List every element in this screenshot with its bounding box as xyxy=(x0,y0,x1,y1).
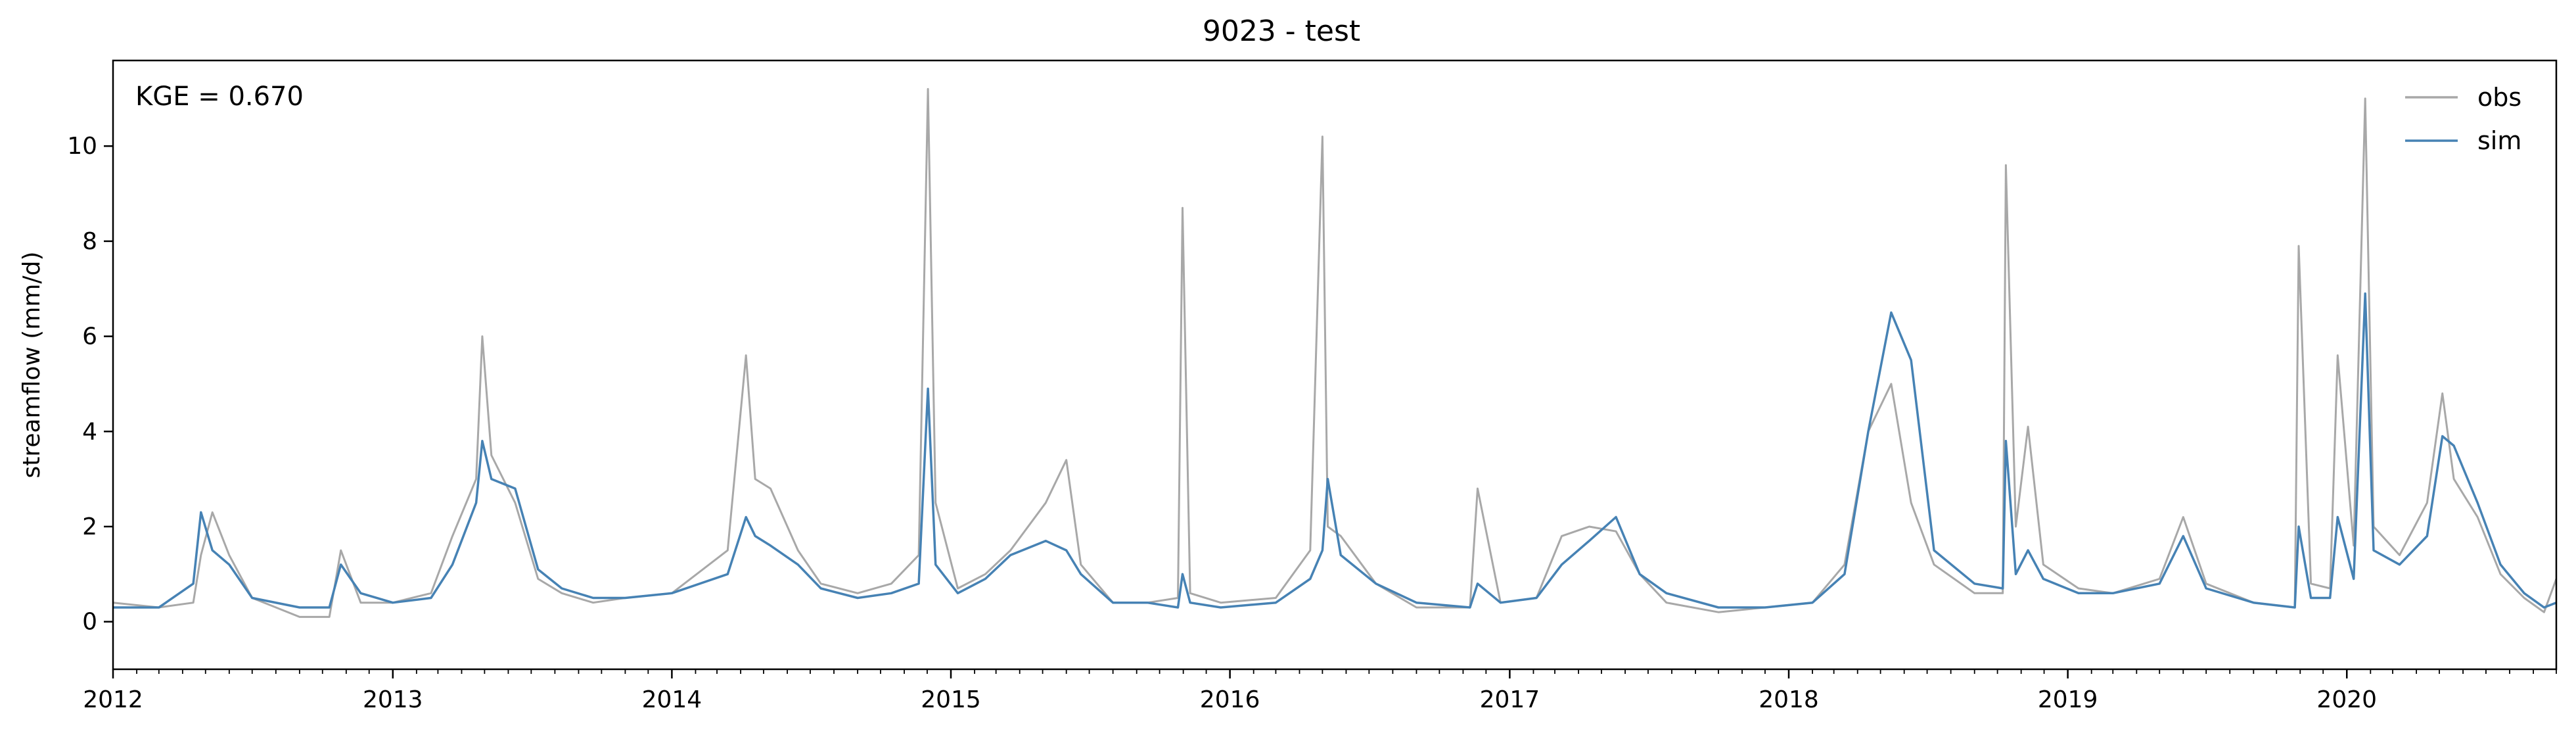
x-tick-label: 2013 xyxy=(363,686,423,713)
plot-area xyxy=(112,59,2558,671)
kge-annotation: KGE = 0.670 xyxy=(135,82,304,112)
y-axis: 0 2 4 6 8 10 xyxy=(67,133,113,636)
y-tick-label: 0 xyxy=(82,609,97,636)
series-line-sim xyxy=(113,292,2556,609)
axes-frame xyxy=(112,59,2558,671)
y-tick-label: 10 xyxy=(67,133,97,160)
legend-label-sim: sim xyxy=(2477,126,2521,155)
chart-title: 9023 - test xyxy=(1203,14,1360,48)
y-axis-label: streamflow (mm/d) xyxy=(18,252,45,479)
y-tick-label: 2 xyxy=(82,513,97,540)
x-tick-label: 2014 xyxy=(642,686,702,713)
y-tick-label: 8 xyxy=(82,228,97,255)
y-tick-label: 6 xyxy=(82,323,97,350)
x-tick-label: 2019 xyxy=(2038,686,2098,713)
y-tick-label: 4 xyxy=(82,418,97,445)
series-layer xyxy=(113,87,2556,618)
x-axis: 2012 2013 2014 2015 2016 2017 2018 2019 2020 xyxy=(83,669,2557,713)
x-tick-label: 2018 xyxy=(1759,686,1819,713)
x-tick-label: 2017 xyxy=(1480,686,1540,713)
x-tick-label: 2015 xyxy=(921,686,981,713)
x-tick-label: 2020 xyxy=(2316,686,2377,713)
legend: obs sim xyxy=(2405,83,2521,155)
legend-label-obs: obs xyxy=(2477,83,2521,112)
x-tick-label: 2012 xyxy=(83,686,143,713)
x-tick-label: 2016 xyxy=(1200,686,1260,713)
